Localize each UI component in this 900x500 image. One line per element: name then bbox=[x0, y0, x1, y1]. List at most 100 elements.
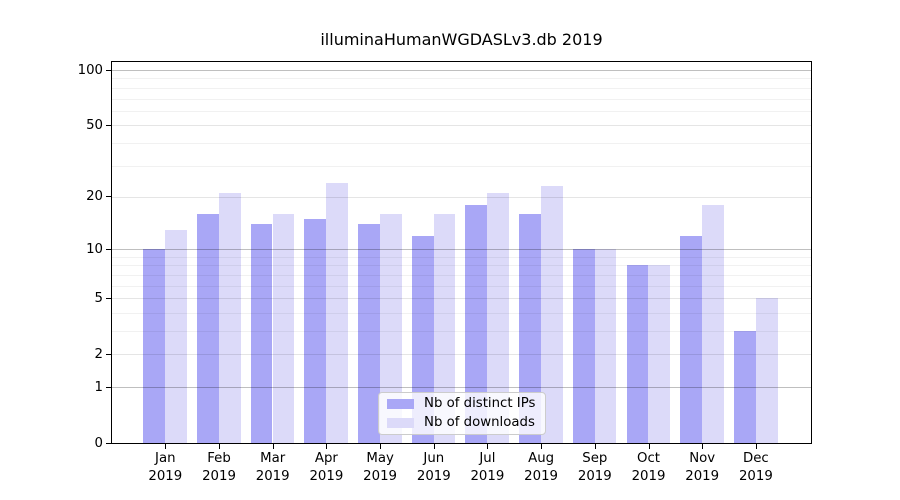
x-tick-label-year: 2019 bbox=[363, 468, 398, 484]
gridline-minor bbox=[112, 142, 811, 144]
bar-downloads bbox=[272, 214, 295, 443]
x-tick-label-year: 2019 bbox=[524, 468, 559, 484]
legend: Nb of distinct IPs Nb of downloads bbox=[378, 392, 546, 435]
y-axis-tick bbox=[106, 386, 111, 388]
gridline-minor bbox=[112, 165, 811, 167]
y-axis-tick bbox=[106, 124, 111, 126]
bar-distinct-ips bbox=[572, 249, 595, 443]
bar-distinct-ips bbox=[733, 331, 756, 443]
x-tick-label: Sep 2019 bbox=[563, 450, 627, 485]
x-tick-label-month: May bbox=[366, 451, 394, 466]
x-axis-tick bbox=[272, 444, 274, 449]
plot-area bbox=[112, 62, 811, 443]
bar-downloads bbox=[165, 229, 187, 443]
x-tick-label-year: 2019 bbox=[577, 468, 612, 484]
x-tick-label: Apr 2019 bbox=[294, 450, 358, 485]
legend-label: Nb of distinct IPs bbox=[424, 396, 536, 411]
bar-downloads bbox=[702, 205, 724, 443]
gridline-minor bbox=[112, 87, 811, 89]
y-tick-label: 10 bbox=[86, 241, 103, 257]
x-tick-label: Jan 2019 bbox=[133, 450, 197, 485]
x-tick-label-year: 2019 bbox=[738, 468, 773, 484]
bar-distinct-ips bbox=[143, 249, 166, 443]
x-axis-tick bbox=[487, 444, 489, 449]
gridline-minor bbox=[112, 331, 811, 332]
x-axis-tick bbox=[433, 444, 435, 449]
gridline-minor bbox=[112, 274, 811, 276]
gridline-major bbox=[112, 387, 811, 388]
chart-title: illuminaHumanWGDASLv3.db 2019 bbox=[320, 30, 603, 49]
x-tick-label-month: Jul bbox=[479, 451, 496, 466]
x-axis-tick bbox=[648, 444, 650, 449]
bar-distinct-ips bbox=[250, 224, 273, 443]
gridline-major bbox=[112, 70, 811, 71]
x-tick-label-year: 2019 bbox=[255, 468, 290, 484]
x-axis-tick bbox=[219, 444, 220, 449]
bar-downloads bbox=[218, 193, 241, 443]
bar-downloads bbox=[594, 249, 617, 443]
x-tick-label-month: Dec bbox=[743, 451, 769, 466]
x-tick-label-month: Jan bbox=[155, 451, 176, 466]
x-tick-label-year: 2019 bbox=[416, 468, 451, 484]
x-tick-label: Nov 2019 bbox=[670, 450, 734, 485]
gridline-minor bbox=[112, 78, 811, 80]
gridline bbox=[112, 125, 811, 127]
y-tick-label: 100 bbox=[77, 62, 103, 78]
bar-distinct-ips bbox=[519, 214, 541, 443]
x-axis-tick bbox=[380, 444, 382, 449]
bar-downloads bbox=[379, 214, 402, 443]
gridline-minor bbox=[112, 256, 811, 258]
x-tick-label-year: 2019 bbox=[202, 468, 236, 484]
legend-item: Nb of downloads bbox=[379, 415, 545, 431]
x-tick-label: Jul 2019 bbox=[455, 450, 519, 485]
y-axis-tick bbox=[106, 196, 111, 198]
x-tick-label-month: Aug bbox=[528, 451, 555, 466]
x-axis-tick bbox=[541, 444, 543, 449]
bar-downloads bbox=[487, 193, 510, 443]
gridline-minor bbox=[112, 265, 811, 267]
gridline-minor bbox=[112, 98, 811, 100]
gridline bbox=[112, 298, 811, 300]
bar-downloads bbox=[326, 182, 349, 443]
legend-label: Nb of downloads bbox=[424, 415, 535, 430]
x-tick-label-month: Oct bbox=[637, 451, 660, 466]
y-tick-label: 2 bbox=[94, 346, 103, 362]
x-tick-label: May 2019 bbox=[348, 450, 412, 485]
legend-item: Nb of distinct IPs bbox=[379, 396, 545, 412]
bar-distinct-ips bbox=[358, 224, 380, 443]
gridline-minor bbox=[112, 312, 811, 314]
x-tick-label-year: 2019 bbox=[309, 468, 344, 484]
gridline bbox=[112, 196, 811, 198]
bar-downloads bbox=[433, 214, 456, 443]
x-tick-label-year: 2019 bbox=[685, 468, 720, 484]
x-tick-label-year: 2019 bbox=[148, 468, 183, 484]
bar-downloads bbox=[648, 265, 671, 443]
bar-distinct-ips bbox=[465, 205, 488, 443]
bar-distinct-ips bbox=[626, 265, 649, 443]
x-axis-tick bbox=[165, 444, 167, 449]
x-tick-label: Mar 2019 bbox=[241, 450, 305, 485]
x-tick-label: Feb 2019 bbox=[187, 450, 251, 485]
x-tick-label: Dec 2019 bbox=[724, 450, 788, 485]
x-tick-label-month: Mar bbox=[260, 451, 286, 466]
y-axis-tick bbox=[106, 297, 111, 299]
x-axis-tick bbox=[326, 444, 328, 449]
y-axis-tick bbox=[106, 353, 111, 355]
bar-distinct-ips bbox=[304, 218, 327, 443]
x-tick-label-month: Jun bbox=[423, 451, 445, 466]
legend-swatch-distinct-ips bbox=[387, 399, 414, 409]
x-tick-label-year: 2019 bbox=[631, 468, 666, 484]
x-axis-tick bbox=[755, 444, 757, 449]
x-tick-label: Oct 2019 bbox=[617, 450, 681, 485]
x-tick-label-month: Sep bbox=[582, 451, 608, 466]
x-tick-label-year: 2019 bbox=[470, 468, 505, 484]
bar-downloads bbox=[755, 298, 778, 443]
y-axis-tick bbox=[106, 69, 111, 71]
x-tick-label: Jun 2019 bbox=[402, 450, 466, 485]
y-tick-label: 5 bbox=[94, 290, 103, 306]
gridline-major bbox=[112, 249, 811, 251]
x-tick-label-month: Apr bbox=[314, 451, 338, 466]
legend-swatch-downloads bbox=[387, 418, 414, 428]
x-tick-label: Aug 2019 bbox=[509, 450, 573, 485]
y-axis-tick bbox=[106, 248, 111, 250]
